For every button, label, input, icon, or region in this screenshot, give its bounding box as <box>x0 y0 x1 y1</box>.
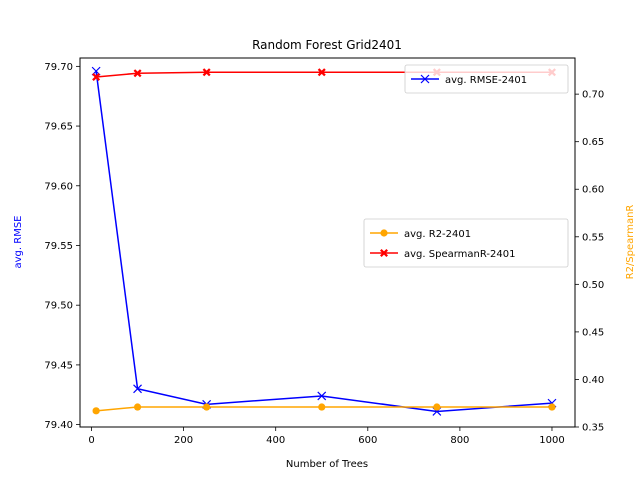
x-axis: 0 200 400 600 800 1000 <box>88 427 565 446</box>
y-left-tick-label: 79.55 <box>44 241 73 252</box>
y-left-tick-label: 79.40 <box>44 420 73 431</box>
data-point <box>203 403 211 411</box>
x-tick-label: 1000 <box>539 435 564 446</box>
y-right-tick-label: 0.40 <box>582 375 604 386</box>
y-left-tick-label: 79.50 <box>44 301 73 312</box>
y-right-tick-label: 0.50 <box>582 280 604 291</box>
data-point <box>317 68 326 77</box>
x-tick-label: 200 <box>174 435 193 446</box>
y-right-tick-label: 0.65 <box>582 137 604 148</box>
legend-label: avg. R2-2401 <box>404 229 471 240</box>
y-right-tick-label: 0.35 <box>582 423 604 434</box>
legend-rmse: avg. RMSE-2401 <box>404 64 569 94</box>
x-tick-label: 800 <box>450 435 469 446</box>
legend-label: avg. RMSE-2401 <box>445 75 527 86</box>
legend-box <box>404 64 569 94</box>
x-axis-title: Number of Trees <box>286 459 368 470</box>
plot-frame <box>79 57 576 428</box>
legend-marker <box>380 249 388 257</box>
data-point <box>92 73 101 82</box>
y-right-tick-label: 0.70 <box>582 90 604 101</box>
legend-label: avg. SpearmanR-2401 <box>404 249 515 260</box>
x-tick-label: 0 <box>88 435 94 446</box>
chart-title: Random Forest Grid2401 <box>252 38 402 52</box>
data-point <box>202 68 211 77</box>
x-tick-label: 600 <box>358 435 377 446</box>
y-axis-left-title: avg. RMSE <box>13 216 24 269</box>
series-line <box>96 406 552 412</box>
y-right-tick-label: 0.45 <box>582 327 604 338</box>
data-point <box>548 403 556 411</box>
y-axis-right-title: R2/SpearmanR <box>625 205 636 280</box>
legend-box <box>363 218 569 268</box>
legend-marker <box>380 229 388 237</box>
y-axis-right: 0.35 0.40 0.45 0.50 0.55 0.60 0.65 0.70 <box>575 90 604 434</box>
legend-marker <box>420 74 430 84</box>
x-tick-label: 400 <box>266 435 285 446</box>
data-point <box>133 384 142 394</box>
y-left-tick-label: 79.65 <box>44 122 73 133</box>
legend-r2-spearman: avg. R2-2401 avg. SpearmanR-2401 <box>363 218 569 268</box>
y-right-tick-label: 0.55 <box>582 232 604 243</box>
data-point <box>433 403 441 411</box>
data-point <box>318 403 326 411</box>
data-point <box>133 69 142 78</box>
y-axis-left: 79.40 79.45 79.50 79.55 79.60 79.65 79.70 <box>44 62 80 431</box>
y-left-tick-label: 79.70 <box>44 62 73 73</box>
data-point <box>317 391 327 401</box>
y-right-tick-label: 0.60 <box>582 185 604 196</box>
data-point <box>92 407 100 415</box>
y-left-tick-label: 79.60 <box>44 181 73 192</box>
series-line <box>95 71 553 413</box>
data-point <box>133 403 142 411</box>
y-left-tick-label: 79.45 <box>44 360 73 371</box>
